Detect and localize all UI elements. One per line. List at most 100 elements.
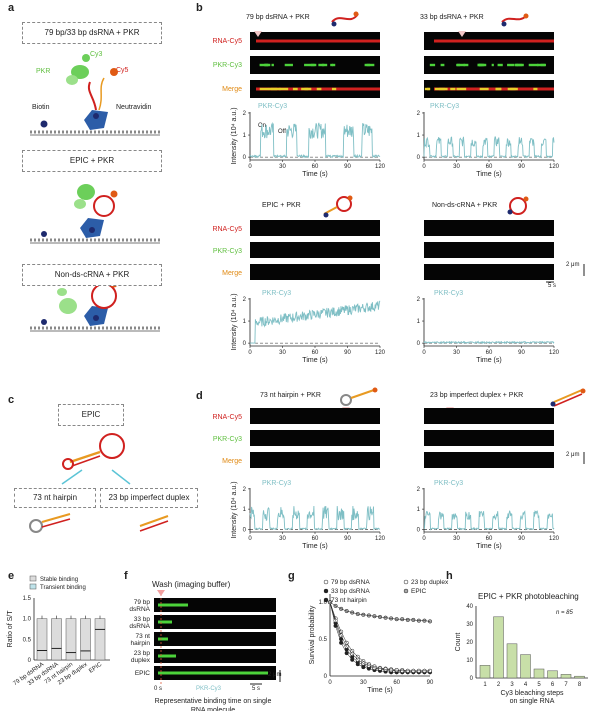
f-row-label: 33 bp — [134, 616, 151, 623]
g-y-tick: 0 — [324, 674, 328, 680]
cy3-spot — [456, 63, 466, 67]
intensity-trace — [250, 300, 381, 344]
pkr-label: PKR — [36, 68, 51, 75]
cy3-spot — [495, 87, 502, 91]
x-tick-label: 0 — [248, 536, 252, 542]
intensity-trace — [249, 505, 381, 531]
panel-e-chart: Ratio of S/T 0 0.5 1.0 1.5 Stable binding Tran… — [7, 575, 110, 687]
d-scale-um: 2 μm — [566, 452, 580, 458]
kymo-hairpin-cy5 — [250, 408, 380, 424]
x-axis-label: Time (s) — [302, 543, 327, 550]
y-tick-label: 2 — [243, 297, 247, 303]
cy3-spot — [426, 87, 431, 91]
panel-label-a: a — [8, 2, 15, 14]
cy3-spot — [510, 87, 518, 91]
h-bar — [520, 654, 531, 679]
neutravidin-label: Neutravidin — [116, 104, 152, 111]
f-row-label: EPIC — [135, 670, 150, 677]
panel-c-box-hairpin: 73 nt hairpin — [14, 488, 96, 508]
e-y-tick: 1.5 — [23, 596, 32, 602]
cy5-label: Cy5 — [116, 67, 129, 74]
x-axis-label: Time (s) — [302, 171, 327, 178]
kymo-hairpin-cy3 — [250, 430, 380, 446]
title-epic: EPIC + PKR — [262, 202, 301, 209]
x-tick-label: 30 — [279, 536, 286, 542]
cy3-spot — [491, 63, 494, 67]
cy3-spot — [440, 63, 445, 67]
e-legend-stable-swatch — [29, 575, 37, 582]
d-row-cy3: PKR-Cy3 — [212, 436, 242, 443]
b-row-cy3: PKR-Cy3 — [212, 62, 242, 69]
f-cy3-track — [158, 637, 168, 641]
intensity-trace — [423, 136, 555, 159]
x-tick-label: 120 — [375, 536, 386, 542]
h-bar — [533, 668, 545, 679]
g-legend-marker — [323, 597, 329, 603]
x-tick-label: 60 — [486, 164, 493, 170]
y-tick-label: 2 — [417, 487, 421, 493]
panel-a-box-nonds: Non-ds-cRNA + PKR — [22, 264, 162, 286]
f-kymograph — [154, 598, 276, 612]
cy3-spot — [439, 87, 448, 91]
h-y-tick: 10 — [466, 658, 473, 664]
e-y-tick: 0.5 — [23, 637, 32, 643]
e-bar-transient — [80, 618, 91, 661]
f-cy3-track — [158, 671, 268, 675]
f-scale-um: 2 μm — [268, 672, 282, 678]
g-y-tick: 0.5 — [319, 637, 328, 643]
biotin-dot — [40, 120, 48, 128]
b2-row-cy3: PKR-Cy3 — [212, 248, 242, 255]
cy3-spot — [304, 63, 311, 67]
panel-label-g: g — [288, 570, 295, 582]
h-x-tick: 7 — [564, 682, 568, 688]
x-tick-label: 0 — [422, 350, 426, 356]
g-y-label: Survival probability — [309, 605, 316, 664]
f-row-label: dsRNA — [129, 623, 150, 630]
h-bar — [547, 670, 558, 679]
e-bar-transient — [65, 618, 77, 661]
x-tick-label: 30 — [453, 350, 460, 356]
panel-c-box-epic: EPIC — [58, 404, 124, 426]
h-bar — [493, 616, 504, 679]
d-trace-label-hairpin: PKR-Cy3 — [262, 480, 292, 487]
h-y-tick: 0 — [470, 676, 474, 682]
epic-icon — [323, 195, 353, 218]
h-bar — [506, 643, 518, 679]
bleach-marker — [254, 31, 262, 37]
b-scale-um: 2 μm — [566, 262, 580, 268]
f-kymograph — [154, 649, 276, 663]
panel-label-c: c — [8, 394, 15, 406]
kymo-nonds-cy5 — [424, 220, 554, 236]
g-legend-marker — [323, 579, 329, 585]
cy3-spot — [292, 87, 298, 91]
h-x-tick: 2 — [497, 682, 501, 688]
cy3-label: Cy3 — [90, 51, 103, 58]
e-bar-transient — [36, 618, 48, 661]
surface-1 — [30, 130, 160, 136]
panel-a-schematic — [30, 54, 160, 332]
y-tick-label: 2 — [243, 487, 247, 493]
cy3-spot — [528, 63, 539, 67]
title-33bp: 33 bp dsRNA + PKR — [420, 14, 484, 21]
y-tick-label: 1 — [243, 133, 247, 139]
h-x-label-line1: Cy3 bleaching steps — [500, 690, 564, 697]
f-wash-marker — [157, 590, 165, 596]
f-row-label: hairpin — [130, 640, 150, 647]
d-trace-label-duplex: PKR-Cy3 — [434, 480, 464, 487]
h-bar — [560, 674, 572, 679]
nonds-icon — [507, 196, 529, 215]
g-series-line — [329, 602, 430, 672]
f-row-label: 79 bp — [134, 599, 151, 606]
g-legend-label: EPIC — [411, 588, 426, 595]
e-bar-transient — [94, 618, 106, 661]
y-axis-label: Intensity (10⁴ a.u.) — [231, 481, 238, 538]
g-legend-marker — [403, 588, 409, 594]
cy3-spot — [331, 63, 336, 67]
cy5-track — [434, 87, 554, 91]
cy3-spot — [321, 63, 328, 67]
cy3-spot — [316, 87, 322, 91]
h-x-tick: 5 — [537, 682, 541, 688]
x-tick-label: 0 — [422, 164, 426, 170]
